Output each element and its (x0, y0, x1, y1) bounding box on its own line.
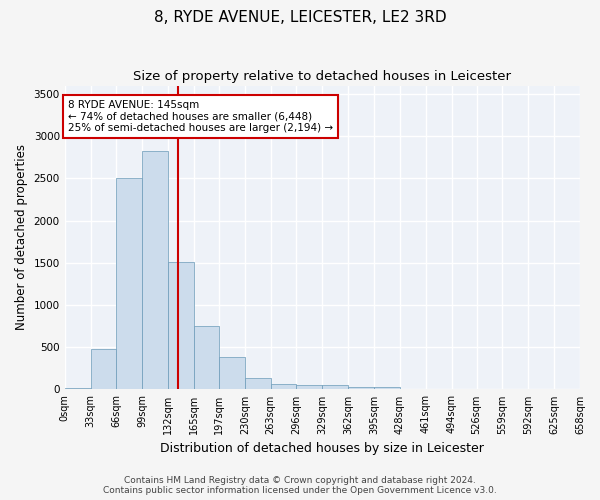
Bar (219, 356, 245, 390)
Bar (296, 385, 322, 390)
Bar (116, 178, 142, 390)
Bar (271, 384, 296, 390)
Text: 8 RYDE AVENUE: 145sqm
← 74% of detached houses are smaller (6,448)
25% of semi-d: 8 RYDE AVENUE: 145sqm ← 74% of detached … (68, 100, 333, 133)
Bar (348, 387, 374, 390)
Bar (91, 349, 116, 390)
Text: 8, RYDE AVENUE, LEICESTER, LE2 3RD: 8, RYDE AVENUE, LEICESTER, LE2 3RD (154, 10, 446, 25)
X-axis label: Distribution of detached houses by size in Leicester: Distribution of detached houses by size … (160, 442, 484, 455)
Title: Size of property relative to detached houses in Leicester: Size of property relative to detached ho… (133, 70, 511, 83)
Bar (168, 262, 194, 390)
Bar (65, 388, 91, 390)
Bar (142, 152, 168, 390)
Text: Contains HM Land Registry data © Crown copyright and database right 2024.
Contai: Contains HM Land Registry data © Crown c… (103, 476, 497, 495)
Bar (245, 378, 271, 390)
Y-axis label: Number of detached properties: Number of detached properties (15, 144, 28, 330)
Bar (194, 326, 219, 390)
Bar (322, 385, 348, 390)
Bar (374, 387, 400, 390)
